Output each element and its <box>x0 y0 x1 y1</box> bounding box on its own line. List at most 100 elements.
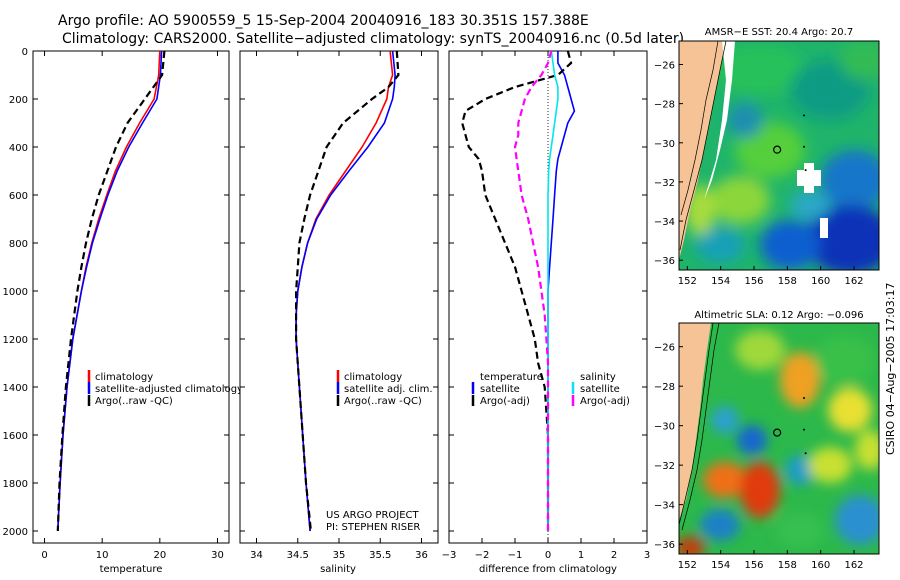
legend-label-argo: Argo(..raw -QC) <box>95 396 173 407</box>
map-x-tick-label: 154 <box>711 560 730 571</box>
map-y-tick-label: −36 <box>654 540 675 551</box>
x-tick-label: −2 <box>475 550 490 561</box>
map-y-tick-label: −34 <box>654 217 675 228</box>
track-dot <box>803 145 805 148</box>
temperature-legend: climatology satellite-adjusted climatolo… <box>87 370 243 407</box>
legend-label-climatology: climatology <box>95 372 153 383</box>
track-dot <box>804 452 807 455</box>
map-x-tick-label: 160 <box>811 560 830 571</box>
legend-label-argo: Argo(..raw -QC) <box>344 396 422 407</box>
difference-legend: temperature satellite Argo(-adj) salinit… <box>471 372 630 407</box>
y-tick-label: 1200 <box>3 335 28 346</box>
series-argo-raw-qc- <box>56 50 166 532</box>
temperature-axes-box <box>32 50 230 544</box>
track-dot <box>803 428 805 431</box>
legend-label-temperature: temperature <box>480 372 543 383</box>
x-tick-label: −3 <box>442 550 457 561</box>
x-tick-label: 2 <box>611 550 617 561</box>
x-tick-label: 20 <box>153 550 166 561</box>
y-tick-label: 400 <box>9 143 28 154</box>
x-tick-label: 34.5 <box>287 550 309 561</box>
salinity-xlabel: salinity <box>320 564 356 575</box>
y-tick-label: 600 <box>9 191 28 202</box>
legend-label-climatology: climatology <box>344 372 402 383</box>
x-tick-label: 36 <box>415 550 428 561</box>
sst-map-frame <box>678 40 880 271</box>
map-y-tick-label: −30 <box>654 139 675 150</box>
y-tick-label: 200 <box>9 95 28 106</box>
legend-label-temp-satellite: satellite <box>480 384 520 395</box>
legend-label-salinity: salinity <box>580 372 616 383</box>
map-x-tick-label: 162 <box>844 560 863 571</box>
y-tick-label: 1800 <box>3 479 28 490</box>
x-tick-label: 30 <box>211 550 224 561</box>
figure-subtitle: Climatology: CARS2000. Satellite−adjuste… <box>62 31 685 47</box>
map-y-tick-label: −28 <box>654 100 675 111</box>
map-x-tick-label: 158 <box>778 276 797 287</box>
y-tick-label: 0 <box>22 47 28 58</box>
x-tick-label: 35 <box>333 550 346 561</box>
x-tick-label: 35.5 <box>369 550 391 561</box>
track-dot <box>803 114 805 117</box>
map-x-tick-label: 152 <box>678 560 697 571</box>
temperature-xlabel: temperature <box>100 564 163 575</box>
map-x-tick-label: 160 <box>811 276 830 287</box>
sla-map-panel: Altimetric SLA: 0.12 Argo: −0.096 <box>654 310 880 571</box>
difference-panel: −3 −2 −1 0 1 2 3 temperature satellite Argo(-a… <box>442 50 650 575</box>
sla-map-frame <box>678 322 880 555</box>
map-y-tick-label: −34 <box>654 501 675 512</box>
map-x-tick-label: 156 <box>744 560 763 571</box>
map-y-tick-label: −30 <box>654 422 675 433</box>
project-annotation: US ARGO PROJECT <box>326 510 420 521</box>
x-tick-label: 1 <box>578 550 584 561</box>
x-tick-label: 0 <box>41 550 47 561</box>
y-tick-label: 1600 <box>3 431 28 442</box>
y-tick-label: 1000 <box>3 287 28 298</box>
map-x-tick-label: 158 <box>778 560 797 571</box>
series-salinity-argo-adj- <box>513 50 553 531</box>
map-y-tick-label: −28 <box>654 382 675 393</box>
x-tick-label: 34 <box>250 550 263 561</box>
map-x-tick-label: 154 <box>711 276 730 287</box>
map-y-tick-label: −36 <box>654 256 675 267</box>
map-y-tick-label: −26 <box>654 60 675 71</box>
legend-label-temp-argo: Argo(-adj) <box>480 396 530 407</box>
sst-map-title: AMSR−E SST: 20.4 Argo: 20.7 <box>705 27 853 38</box>
difference-xlabel: difference from climatology <box>479 564 617 575</box>
map-y-tick-label: −26 <box>654 343 675 354</box>
x-tick-label: 10 <box>96 550 109 561</box>
timestamp-stamp: CSIRO 04−Aug−2005 17:03:17 <box>884 282 897 455</box>
temperature-panel: 0 10 20 30 0 200 400 600 800 1000 1200 1400 1600 1800… <box>3 47 243 575</box>
y-tick-label: 2000 <box>3 527 28 538</box>
salinity-axes-box <box>239 50 439 544</box>
map-x-tick-label: 152 <box>678 276 697 287</box>
y-tick-label: 800 <box>9 239 28 250</box>
salinity-panel: 34 34.5 35 35.5 36 climatology satellite adj… <box>239 50 439 575</box>
float-position-marker <box>773 145 782 154</box>
x-tick-label: 0 <box>545 550 551 561</box>
legend-label-satellite: satellite adj. clim. <box>344 384 433 395</box>
map-y-tick-label: −32 <box>654 461 675 472</box>
map-y-tick-label: −32 <box>654 178 675 189</box>
salinity-legend: climatology satellite adj. clim. Argo(..… <box>336 370 433 407</box>
map-x-tick-label: 162 <box>844 276 863 287</box>
legend-label-sal-argo: Argo(-adj) <box>580 396 630 407</box>
pi-annotation: PI: STEPHEN RISER <box>326 522 420 533</box>
series-argo-raw-qc- <box>295 50 400 532</box>
track-dot <box>803 397 805 400</box>
figure-title: Argo profile: AO 5900559_5 15-Sep-2004 2… <box>58 13 589 29</box>
track-dot <box>804 169 807 172</box>
x-tick-label: 3 <box>644 550 650 561</box>
legend-label-satellite: satellite-adjusted climatology <box>95 384 243 395</box>
sst-map-image <box>679 41 879 270</box>
sst-map-panel: AMSR−E SST: 20.4 Argo: 20.7 <box>654 27 880 287</box>
sla-map-title: Altimetric SLA: 0.12 Argo: −0.096 <box>694 310 863 321</box>
float-position-marker <box>773 428 782 437</box>
legend-label-sal-satellite: satellite <box>580 384 620 395</box>
x-tick-label: −1 <box>508 550 523 561</box>
sla-map-image <box>679 323 879 554</box>
series-temperature-argo-adj- <box>461 50 573 531</box>
map-x-tick-label: 156 <box>744 276 763 287</box>
y-tick-label: 1400 <box>3 383 28 394</box>
